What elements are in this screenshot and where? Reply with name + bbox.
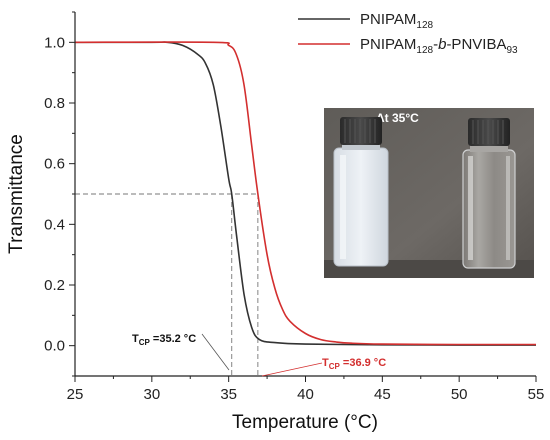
x-tick-label: 50 xyxy=(451,386,468,403)
annotation-black-main: T xyxy=(132,333,139,345)
clear-vial-highlight xyxy=(468,156,473,260)
annotation-red-leader xyxy=(261,362,323,377)
y-tick-label: 0.6 xyxy=(44,156,65,173)
reference-lines xyxy=(75,193,259,376)
turbid-cap-ridges xyxy=(344,119,376,143)
annotation-red: TCP =36.9 °C xyxy=(261,357,386,377)
legend: PNIPAM128 PNIPAM128-b-PNVIBA93 xyxy=(298,11,518,56)
annotation-red-sub: CP xyxy=(329,362,341,371)
clear-vial-highlight-right xyxy=(506,156,510,260)
clear-vial-neck xyxy=(470,143,508,152)
x-axis-title: Temperature (°C) xyxy=(232,412,378,433)
legend-label-block: PNIPAM128-b-PNVIBA93 xyxy=(360,36,518,56)
turbid-vial xyxy=(333,117,389,267)
legend-block-sep: - xyxy=(433,36,438,53)
x-tick-label: 40 xyxy=(297,386,314,403)
series-line-pnipam-b-pnviba xyxy=(74,41,536,346)
legend-block-italic: b xyxy=(438,36,446,53)
tick-labels: 25 30 35 40 45 50 55 0.0 0.2 0.4 0.6 0.8 1.0 xyxy=(44,34,544,403)
inset-photo: At 35°C xyxy=(324,108,534,278)
curves xyxy=(74,41,536,346)
legend-block-mid: -PNVIBA xyxy=(446,36,506,53)
legend-pnipam-main: PNIPAM xyxy=(360,11,416,28)
annotation-black-value: =35.2 °C xyxy=(150,333,196,345)
clear-vial xyxy=(462,118,516,269)
photo-label: At 35°C xyxy=(376,111,419,125)
y-tick-label: 0.2 xyxy=(44,277,65,294)
turbid-vial-neck xyxy=(342,142,380,150)
legend-pnipam-sub: 128 xyxy=(416,20,433,31)
y-tick-label: 0.8 xyxy=(44,95,65,112)
annotation-black-leader xyxy=(201,333,230,371)
ticks xyxy=(69,11,537,382)
legend-block-sub2: 93 xyxy=(506,45,518,56)
legend-label-pnipam: PNIPAM128 xyxy=(360,11,434,31)
y-tick-label: 1.0 xyxy=(44,34,65,51)
y-tick-label: 0.0 xyxy=(44,338,65,355)
x-tick-label: 30 xyxy=(143,386,160,403)
x-tick-label: 35 xyxy=(220,386,237,403)
annotation-black: TCP =35.2 °C xyxy=(132,333,230,371)
annotation-red-text: TCP =36.9 °C xyxy=(322,357,386,371)
x-tick-label: 45 xyxy=(374,386,391,403)
y-axis-title: Transmittance xyxy=(6,134,27,254)
annotation-black-text: TCP =35.2 °C xyxy=(132,333,196,347)
annotation-red-value: =36.9 °C xyxy=(340,357,386,369)
x-tick-label: 55 xyxy=(528,386,545,403)
y-tick-label: 0.4 xyxy=(44,216,65,233)
legend-block-sub1: 128 xyxy=(416,45,433,56)
clear-cap-ridges xyxy=(472,120,504,144)
annotation-black-sub: CP xyxy=(139,338,151,347)
series-line-pnipam xyxy=(75,41,536,346)
clear-vial-cap xyxy=(468,118,510,146)
turbid-vial-highlight xyxy=(340,155,346,259)
annotation-red-main: T xyxy=(322,357,329,369)
x-tick-label: 25 xyxy=(67,386,84,403)
legend-block-main: PNIPAM xyxy=(360,36,416,53)
turbid-vial-cap xyxy=(340,117,382,145)
